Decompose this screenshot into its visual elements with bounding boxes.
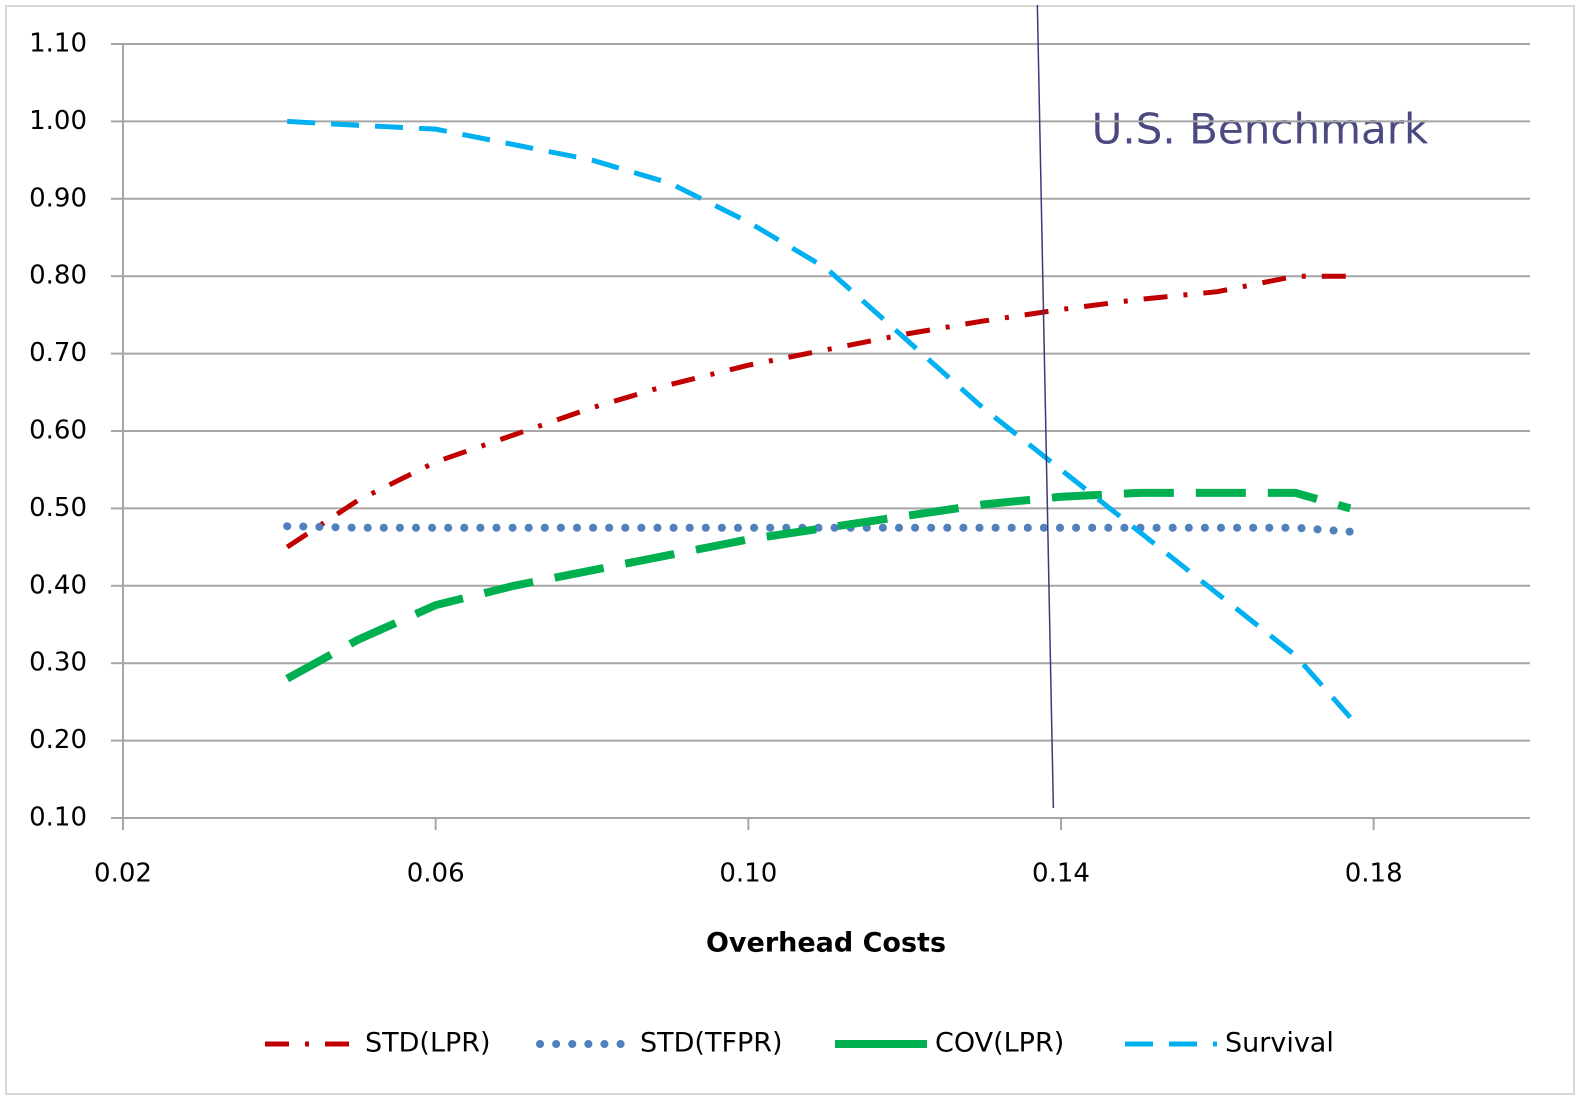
y-tick-label: 0.20: [29, 725, 87, 755]
y-tick-label: 0.50: [29, 493, 87, 523]
annotation: U.S. Benchmark: [1092, 105, 1429, 154]
x-tick-label: 0.10: [719, 859, 777, 889]
x-tick-label: 0.06: [407, 859, 465, 889]
frame: [5, 5, 1575, 1095]
series-line: [283, 522, 1355, 536]
y-tick-label: 0.10: [29, 803, 87, 833]
x-tick-label: 0.14: [1032, 859, 1090, 889]
y-tick-label: 0.40: [29, 570, 87, 600]
legend-label: STD(TFPR): [640, 1028, 783, 1059]
series-line: [285, 273, 1351, 550]
y-tick-label: 0.30: [29, 648, 87, 678]
legend-label: Survival: [1225, 1028, 1334, 1059]
legend-label: COV(LPR): [935, 1028, 1064, 1059]
y-tick-label: 0.80: [29, 261, 87, 291]
legend-label: STD(LPR): [365, 1028, 491, 1059]
series-line: [287, 118, 1353, 720]
x-axis-title: Overhead Costs: [706, 928, 946, 959]
x-tick-label: 0.02: [94, 859, 152, 889]
y-tick-label: 1.10: [29, 29, 87, 59]
y-tick-label: 0.60: [29, 416, 87, 446]
y-tick-label: 1.00: [29, 106, 87, 136]
y-tick-label: 0.90: [29, 183, 87, 213]
series-line: [285, 488, 1352, 683]
y-tick-label: 0.70: [29, 338, 87, 368]
benchmark-line: [1036, 4, 1055, 809]
x-tick-label: 0.18: [1345, 859, 1403, 889]
